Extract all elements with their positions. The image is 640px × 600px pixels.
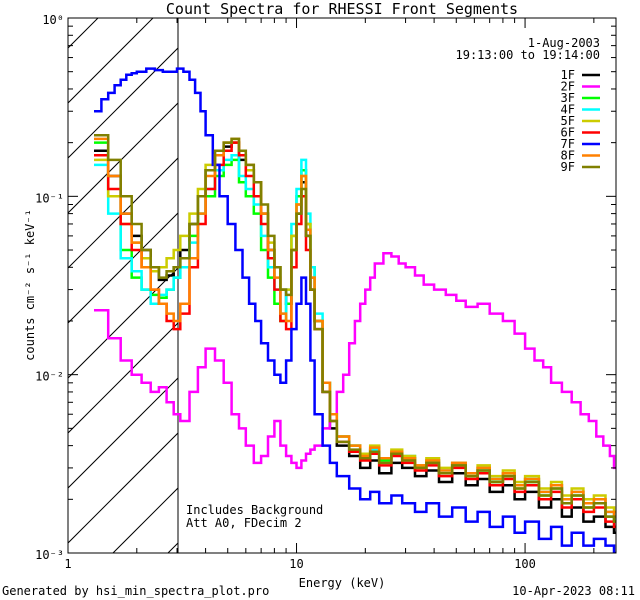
y-tick-label: 10⁻³ <box>35 548 64 562</box>
series-2f-line <box>94 251 616 470</box>
legend-label-5f: 5F <box>561 114 575 128</box>
attenuator-note: Att A0, FDecim 2 <box>186 516 302 530</box>
legend-label-3f: 3F <box>561 91 575 105</box>
series-7f-line <box>94 67 616 553</box>
y-tick-label: 10⁰ <box>42 13 64 27</box>
hatch-line <box>68 47 178 159</box>
legend-label-9f: 9F <box>561 160 575 174</box>
hatch-line <box>68 212 178 324</box>
legend-label-1f: 1F <box>561 68 575 82</box>
y-tick-label: 10⁻¹ <box>35 191 64 205</box>
legend-label-2f: 2F <box>561 80 575 94</box>
date-label: 1-Aug-2003 <box>528 36 600 50</box>
y-axis-label: counts cm⁻² s⁻¹ keV⁻¹ <box>23 209 37 361</box>
legend-label-8f: 8F <box>561 149 575 163</box>
hatch-line <box>68 432 178 544</box>
x-tick-label: 10 <box>289 557 303 571</box>
hatch-line <box>68 377 178 489</box>
legend-label-4f: 4F <box>561 103 575 117</box>
y-tick-label: 10⁻² <box>35 370 64 384</box>
legend-label-7f: 7F <box>561 137 575 151</box>
x-axis-label: Energy (keV) <box>299 576 386 590</box>
background-hatch-region <box>68 18 178 553</box>
hatch-line <box>68 267 178 379</box>
plot-frame <box>67 17 617 554</box>
timestamp-footer: 10-Apr-2023 08:11 <box>512 584 635 598</box>
plot-background <box>68 18 616 553</box>
series-8f-line <box>94 137 616 518</box>
time-range-label: 19:13:00 to 19:14:00 <box>456 48 601 62</box>
chart-title: Count Spectra for RHESSI Front Segments <box>166 0 518 18</box>
legend-label-6f: 6F <box>561 126 575 140</box>
x-tick-label: 100 <box>514 557 536 571</box>
background-note: Includes Background <box>186 503 323 517</box>
x-tick-label: 1 <box>64 557 71 571</box>
series-9f-line <box>94 134 616 523</box>
hatch-line <box>68 102 178 214</box>
generated-by-footer: Generated by hsi_min_spectra_plot.pro <box>2 584 269 598</box>
